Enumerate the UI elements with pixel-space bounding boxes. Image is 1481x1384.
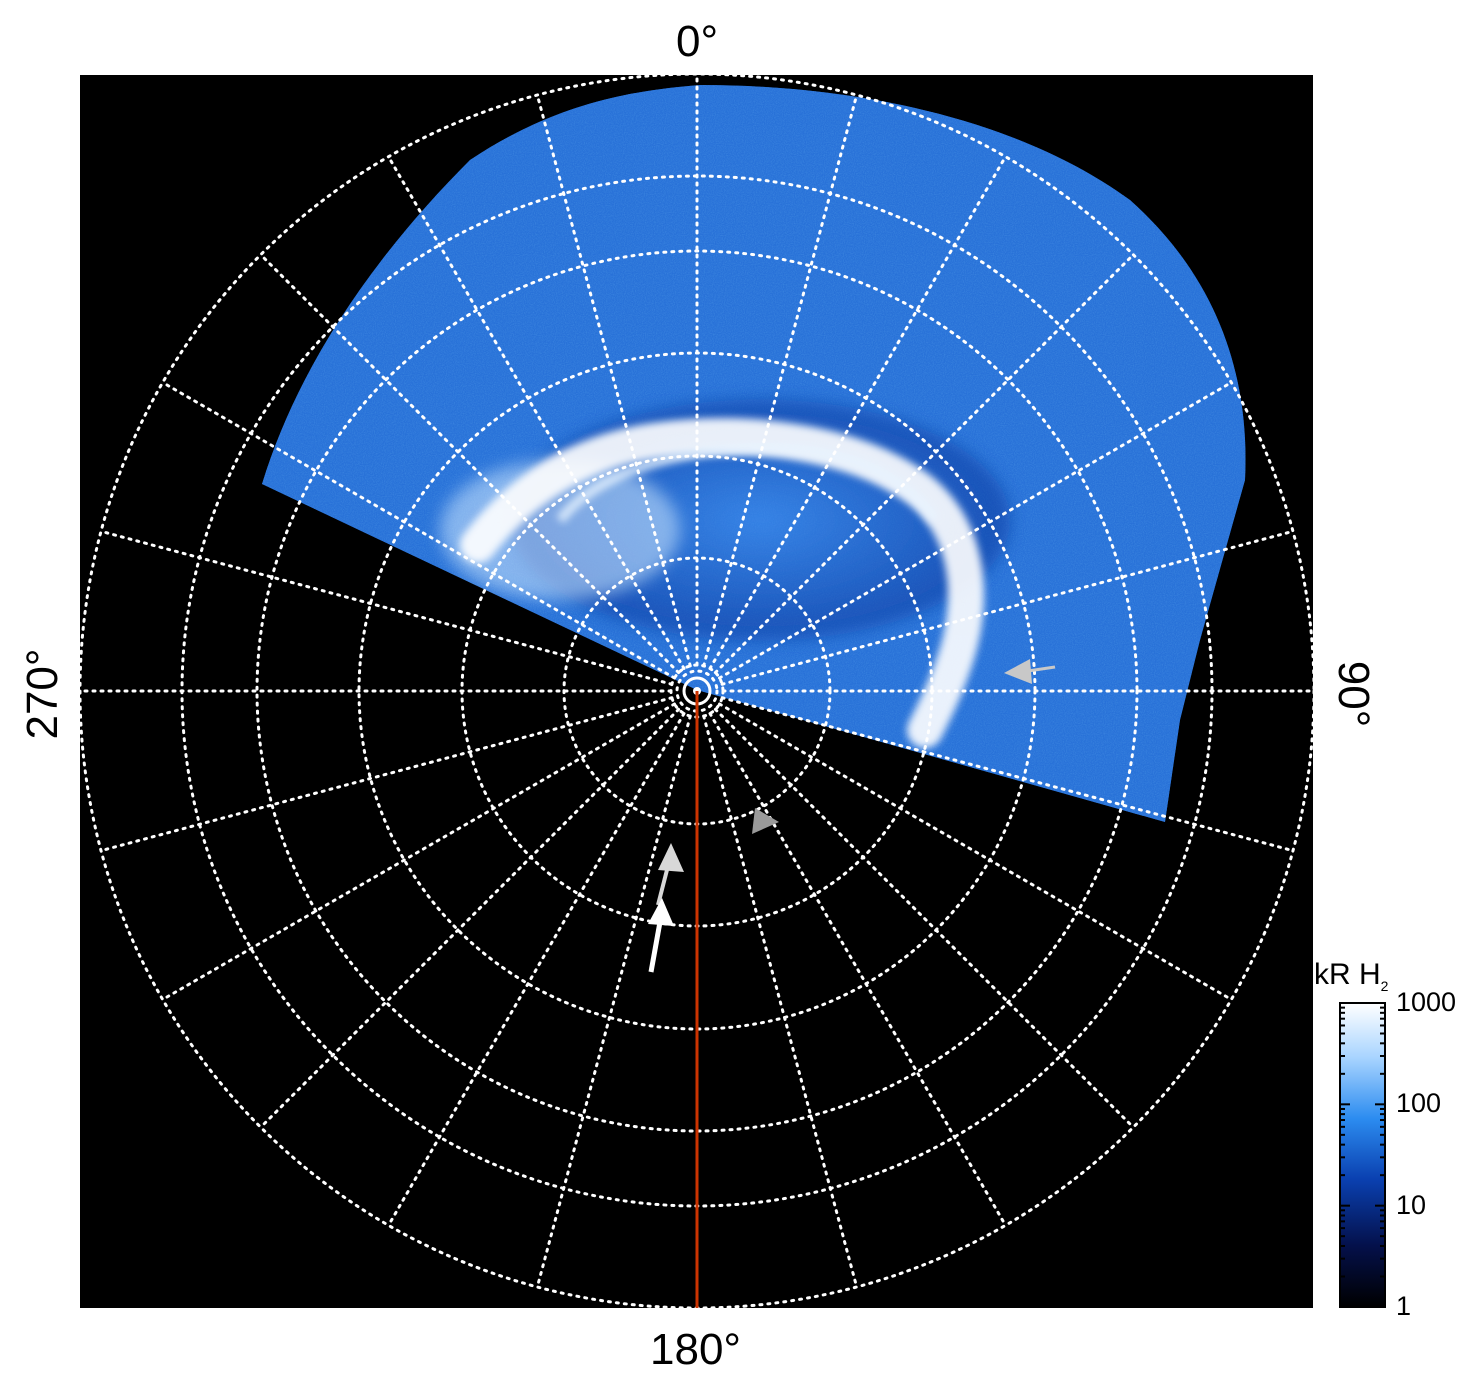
grid-meridian [718, 381, 1233, 680]
colorbar-title-text: kR H [1314, 958, 1381, 991]
grid-meridian [259, 253, 681, 675]
longitude-label-top-text: 0° [676, 17, 719, 66]
grid-meridian [702, 93, 859, 668]
grid-meridian [708, 712, 1007, 1227]
grid-meridian [161, 702, 676, 1001]
grid-meridian [99, 529, 674, 686]
colorbar-tick-label: 100 [1396, 1088, 1442, 1119]
colorbar-tick-label: 10 [1396, 1189, 1427, 1220]
grid-meridian [708, 155, 1007, 670]
grid-meridian [535, 93, 692, 668]
gray-arrow-right-marker [1004, 659, 1056, 684]
grid-meridian [99, 696, 674, 853]
colorbar-tick-label: 1000 [1396, 987, 1457, 1017]
longitude-label-bottom: 180° [650, 1328, 741, 1372]
grid-meridian [387, 712, 686, 1227]
longitude-label-bottom-text: 180° [650, 1325, 742, 1374]
gray-arrow-lower-marker [752, 808, 779, 834]
longitude-label-top: 0° [676, 20, 718, 64]
grid-meridian [713, 707, 1135, 1129]
longitude-label-left: 270° [18, 639, 67, 749]
longitude-label-right: 90° [1329, 639, 1378, 749]
colorbar-title: kR H2 [1314, 958, 1388, 994]
colorbar-tick-label: 1 [1396, 1291, 1412, 1321]
grid-meridian [720, 696, 1295, 853]
grid-meridian [387, 155, 686, 670]
main-auroral-oval [460, 418, 984, 748]
longitude-label-right-text: 90° [1329, 660, 1378, 728]
white-arrow-marker [648, 898, 674, 973]
grid-meridian [702, 714, 859, 1289]
colorbar-title-subscript: 2 [1380, 978, 1389, 994]
light-gray-arrow-marker [656, 843, 684, 906]
grid-meridian [161, 381, 676, 680]
longitude-label-left-text: 270° [18, 648, 67, 740]
grid-meridian [720, 529, 1295, 686]
grid-meridian [259, 707, 681, 1129]
grid-meridian [718, 702, 1233, 1001]
colorbar [1339, 1002, 1386, 1308]
grid-meridian [713, 253, 1135, 675]
grid-meridian [535, 714, 692, 1289]
